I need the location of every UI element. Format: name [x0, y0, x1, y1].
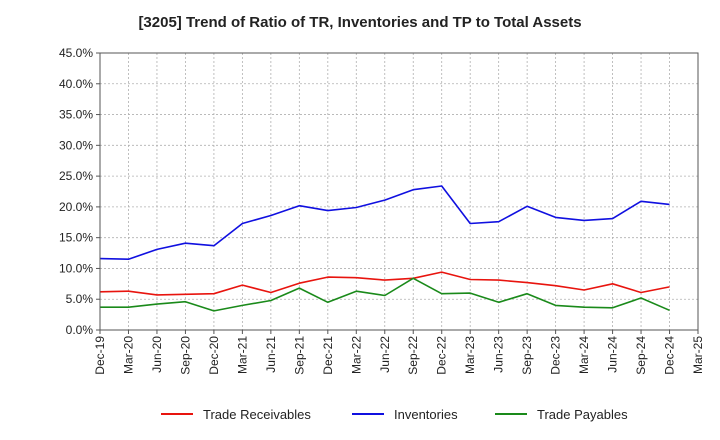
x-tick-label: Sep-24	[634, 336, 648, 375]
x-tick-label: Jun-24	[606, 336, 620, 373]
x-tick-label: Dec-22	[435, 336, 449, 375]
y-tick-label: 25.0%	[59, 169, 93, 183]
y-tick-label: 0.0%	[66, 323, 94, 337]
x-tick-label: Mar-21	[235, 336, 249, 374]
x-tick-label: Jun-23	[492, 336, 506, 373]
legend-label: Trade Receivables	[203, 407, 311, 422]
x-axis-ticks: Dec-19 Mar-20 Jun-20 Sep-20 Dec-20 Mar-21 Jun-…	[93, 330, 705, 375]
y-axis-ticks: 0.0% 5.0% 10.0% 15.0% 20.0% 25.0% 30.0% 35.0% 40…	[59, 46, 100, 337]
legend-label: Trade Payables	[537, 407, 628, 422]
x-tick-label: Dec-20	[207, 336, 221, 375]
series-line-trade-payables	[100, 277, 670, 312]
y-tick-label: 20.0%	[59, 200, 93, 214]
series-lines	[99, 185, 670, 312]
legend: Trade Receivables Inventories Trade Payabl…	[161, 407, 628, 422]
grid	[99, 52, 699, 331]
x-tick-label: Sep-22	[406, 336, 420, 375]
legend-label: Inventories	[394, 407, 458, 422]
y-tick-label: 40.0%	[59, 77, 93, 91]
y-tick-label: 45.0%	[59, 46, 93, 60]
x-tick-label: Dec-23	[549, 336, 563, 375]
x-tick-label: Sep-23	[520, 336, 534, 375]
x-tick-label: Jun-22	[378, 336, 392, 373]
x-tick-label: Dec-21	[321, 336, 335, 375]
x-tick-label: Jun-20	[150, 336, 164, 373]
x-tick-label: Dec-24	[663, 336, 677, 375]
series-line-trade-receivables	[99, 271, 670, 296]
y-tick-label: 35.0%	[59, 108, 93, 122]
x-tick-label: Mar-25	[691, 336, 705, 374]
y-tick-label: 30.0%	[59, 138, 93, 152]
x-tick-label: Jun-21	[264, 336, 278, 373]
x-tick-label: Sep-21	[292, 336, 306, 375]
y-tick-label: 15.0%	[59, 231, 93, 245]
x-tick-label: Mar-20	[121, 336, 135, 374]
series-line-inventories	[99, 185, 670, 261]
x-tick-label: Mar-24	[577, 336, 591, 374]
x-tick-label: Dec-19	[93, 336, 107, 375]
x-tick-label: Sep-20	[178, 336, 192, 375]
x-tick-label: Mar-23	[463, 336, 477, 374]
x-tick-label: Mar-22	[349, 336, 363, 374]
chart-title: [3205] Trend of Ratio of TR, Inventories…	[138, 14, 582, 31]
y-tick-label: 5.0%	[66, 292, 94, 306]
y-tick-label: 10.0%	[59, 261, 93, 275]
plot-frame	[99, 52, 699, 331]
